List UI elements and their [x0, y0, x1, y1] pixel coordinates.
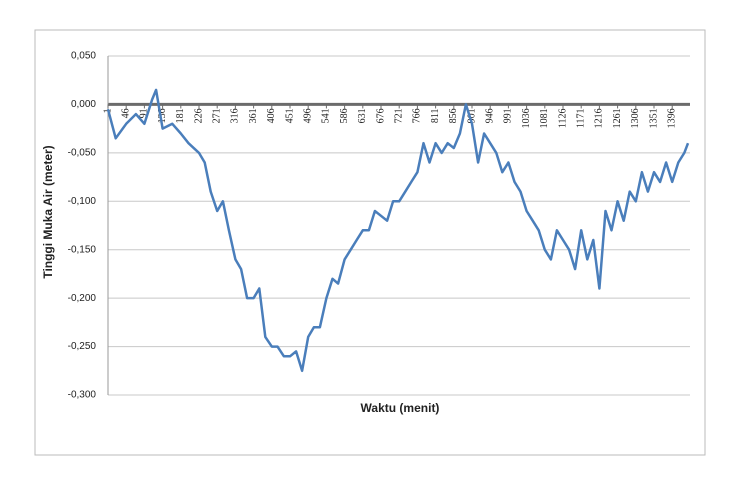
y-tick-label: -0,200	[68, 293, 97, 304]
x-tick-label: 1306	[630, 108, 641, 128]
x-tick-label: 496	[302, 108, 313, 123]
y-tick-label: -0,050	[68, 147, 97, 158]
x-tick-label: 91	[139, 108, 150, 118]
x-tick-label: 361	[248, 108, 259, 123]
data-line	[106, 88, 690, 373]
y-tick-label: 0,050	[71, 51, 96, 62]
x-tick-label: 766	[412, 108, 423, 123]
y-axis-title: Tinggi Muka Air (meter)	[41, 145, 55, 278]
y-tick-label: -0,250	[68, 341, 97, 352]
x-tick-label: 1081	[539, 108, 550, 128]
x-tick-label: 856	[448, 108, 459, 123]
x-tick-label: 1216	[594, 108, 605, 128]
y-tick-label: -0,100	[68, 196, 97, 207]
x-tick-label: 901	[466, 108, 477, 123]
y-tick-label: -0,300	[68, 390, 97, 401]
x-tick-label: 271	[211, 108, 222, 123]
y-tick-label: -0,150	[68, 244, 97, 255]
x-tick-label: 946	[484, 108, 495, 123]
x-tick-label: 1126	[557, 108, 568, 128]
x-tick-label: 451	[284, 108, 295, 123]
x-tick-label: 406	[266, 108, 277, 123]
chart-frame	[34, 29, 706, 456]
x-tick-label: 991	[503, 108, 514, 123]
x-tick-label: 631	[357, 108, 368, 123]
y-tick-label: 0,000	[71, 99, 96, 110]
x-axis-title: Waktu (menit)	[361, 401, 440, 415]
x-tick-label: 46	[120, 108, 131, 118]
x-tick-label: 811	[430, 108, 441, 123]
x-tick-label: 181	[175, 108, 186, 123]
x-tick-label: 226	[193, 108, 204, 123]
x-tick-label: 1036	[521, 108, 532, 128]
x-tick-label: 316	[230, 108, 241, 123]
x-tick-label: 586	[339, 108, 350, 123]
x-tick-label: 1261	[612, 108, 623, 128]
x-tick-label: 1351	[648, 108, 659, 128]
x-tick-label: 1396	[667, 108, 678, 128]
x-tick-label: 136	[157, 108, 168, 123]
x-tick-label: 676	[375, 108, 386, 123]
x-tick-label: 1171	[576, 108, 587, 128]
x-tick-label: 721	[393, 108, 404, 123]
x-tick-label: 541	[321, 108, 332, 123]
